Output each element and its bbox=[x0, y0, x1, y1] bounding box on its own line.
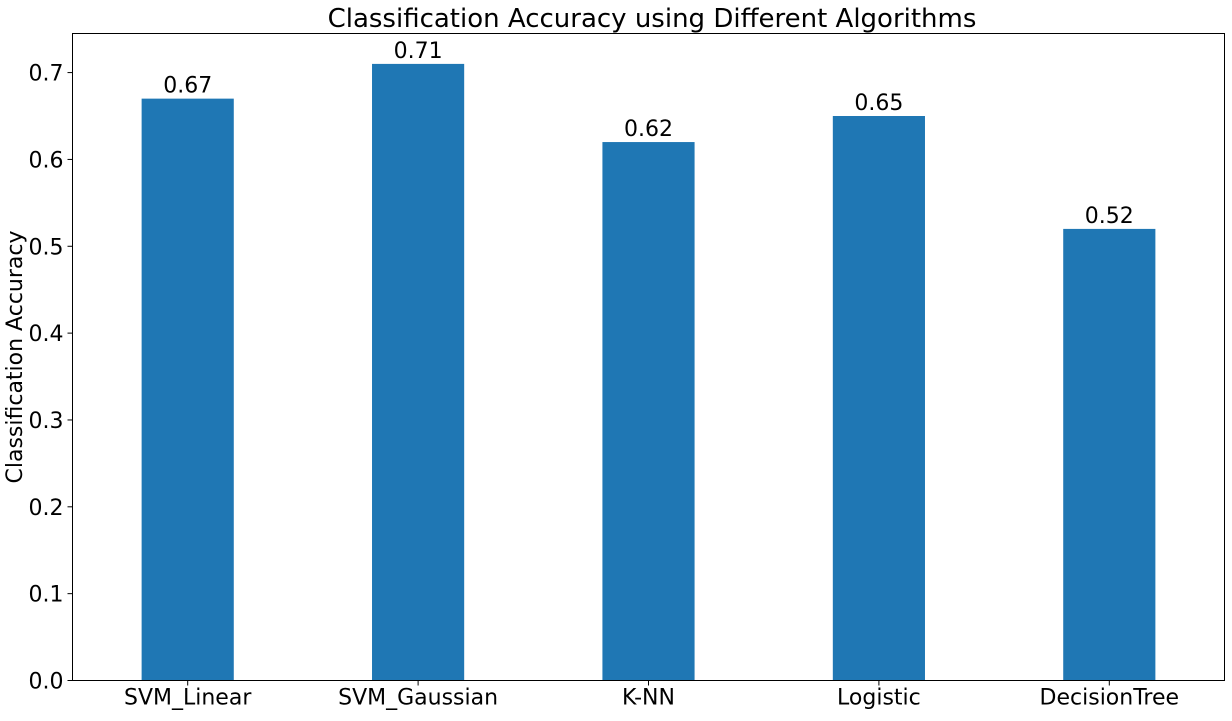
bar-logistic bbox=[832, 116, 925, 681]
x-tick-label: K-NN bbox=[622, 686, 675, 711]
x-tick-label: Logistic bbox=[837, 686, 921, 711]
data-label: 0.71 bbox=[394, 39, 443, 64]
y-tick-label: 0.5 bbox=[29, 235, 64, 260]
data-label: 0.65 bbox=[854, 91, 903, 116]
bar-decisiontree bbox=[1063, 228, 1156, 681]
y-tick-label: 0.4 bbox=[29, 322, 64, 347]
bar-k-nn bbox=[602, 142, 695, 681]
y-tick-label: 0.0 bbox=[29, 670, 64, 695]
plot-frame bbox=[72, 33, 1225, 681]
data-label: 0.62 bbox=[624, 117, 673, 142]
bar-svm-gaussian bbox=[372, 63, 465, 681]
y-axis-label: Classification Accuracy bbox=[3, 231, 28, 484]
y-tick-label: 0.7 bbox=[29, 62, 64, 87]
y-axis-ticks: 0.0 0.1 0.2 0.3 0.4 0.5 0.6 0.7 bbox=[29, 62, 73, 695]
data-label: 0.67 bbox=[163, 74, 212, 99]
y-tick-label: 0.3 bbox=[29, 409, 64, 434]
x-tick-label: SVM_Linear bbox=[124, 686, 252, 711]
x-axis-ticks: SVM_Linear SVM_Gaussian K-NN Logistic Decisi… bbox=[124, 680, 1180, 711]
data-label: 0.52 bbox=[1085, 204, 1134, 229]
x-tick-label: DecisionTree bbox=[1040, 686, 1180, 711]
y-tick-label: 0.2 bbox=[29, 496, 64, 521]
y-tick-label: 0.1 bbox=[29, 583, 64, 608]
data-labels-group: 0.67 0.71 0.62 0.65 0.52 bbox=[163, 39, 1134, 229]
bar-svm-linear bbox=[141, 98, 234, 681]
y-tick-label: 0.6 bbox=[29, 148, 64, 173]
x-tick-label: SVM_Gaussian bbox=[338, 686, 498, 711]
chart-title: Classification Accuracy using Different … bbox=[328, 4, 977, 34]
bars-group bbox=[141, 63, 1156, 681]
